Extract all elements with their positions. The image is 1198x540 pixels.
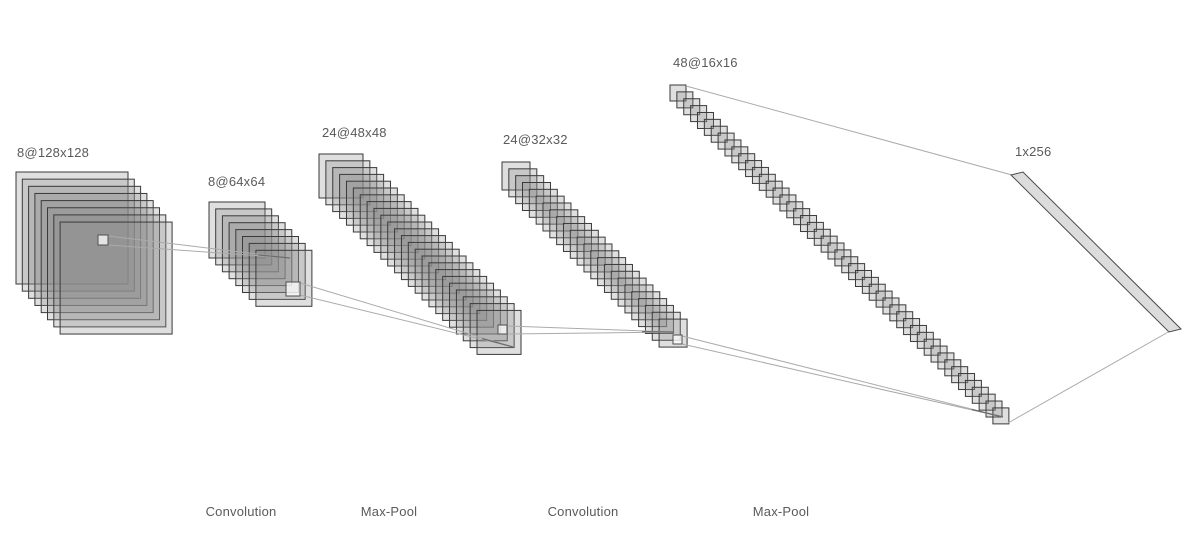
dense-connection-line — [1007, 330, 1171, 424]
feature-map — [690, 105, 708, 123]
feature-map — [793, 208, 811, 226]
feature-map — [841, 256, 859, 274]
feature-map — [47, 207, 160, 321]
feature-map — [751, 166, 769, 184]
projection-target-line — [481, 338, 514, 348]
feature-map — [703, 118, 721, 136]
conv-kernel-window — [497, 324, 508, 335]
layer-label-conv2: 24@32x32 — [503, 132, 568, 147]
feature-map — [717, 132, 735, 150]
feature-map — [738, 153, 756, 171]
feature-map — [772, 187, 790, 205]
feature-map — [951, 366, 969, 384]
feature-map — [800, 215, 818, 233]
feature-map — [765, 180, 783, 198]
feature-map — [813, 228, 831, 246]
feature-map — [916, 331, 934, 349]
feature-map — [903, 318, 921, 336]
feature-map — [896, 311, 914, 329]
feature-map — [978, 393, 996, 411]
feature-map — [255, 249, 313, 307]
projection-line — [107, 244, 291, 259]
feature-map — [731, 146, 749, 164]
projection-line — [681, 335, 1004, 418]
feature-map — [683, 98, 701, 116]
feature-map — [820, 235, 838, 253]
feature-map — [909, 324, 927, 342]
projection-line — [299, 282, 514, 348]
feature-map — [676, 91, 694, 109]
feature-map — [854, 269, 872, 287]
feature-map — [786, 201, 804, 219]
feature-map — [710, 125, 728, 143]
dense-layer-bar — [1010, 171, 1182, 333]
layer-label-pool2: 48@16x16 — [673, 55, 738, 70]
feature-map — [59, 221, 173, 335]
feature-map — [669, 84, 687, 102]
feature-map — [779, 194, 797, 212]
feature-map — [923, 338, 941, 356]
feature-map — [937, 352, 955, 370]
feature-map — [944, 359, 962, 377]
layer-label-input: 8@128x128 — [17, 145, 90, 160]
projection-line — [107, 235, 291, 259]
feature-map — [696, 111, 714, 129]
feature-map — [848, 263, 866, 281]
layer-label-conv1: 8@64x64 — [208, 174, 266, 189]
feature-map — [971, 386, 989, 404]
feature-map — [964, 379, 982, 397]
op-label-convolution-2: Convolution — [547, 504, 619, 519]
conv-kernel-window — [97, 234, 109, 246]
feature-map — [889, 304, 907, 322]
projection-line — [506, 325, 675, 333]
feature-map — [985, 400, 1003, 418]
op-label-maxpool-2: Max-Pool — [752, 504, 810, 519]
feature-map — [930, 345, 948, 363]
op-label-convolution-1: Convolution — [205, 504, 277, 519]
feature-map — [53, 214, 167, 328]
projection-line — [299, 294, 514, 348]
feature-map — [834, 249, 852, 267]
conv-kernel-window — [672, 334, 683, 345]
feature-map — [758, 173, 776, 191]
projection-line — [506, 331, 675, 335]
projection-target-line — [258, 254, 291, 259]
feature-map — [745, 160, 763, 178]
dense-connection-line — [685, 85, 1013, 176]
feature-map — [958, 373, 976, 391]
op-label-maxpool-1: Max-Pool — [360, 504, 418, 519]
feature-map — [868, 283, 886, 301]
layer-label-pool1: 24@48x48 — [322, 125, 387, 140]
feature-map — [827, 242, 845, 260]
feature-map — [806, 221, 824, 239]
feature-map — [882, 297, 900, 315]
feature-map — [724, 139, 742, 157]
feature-map — [875, 290, 893, 308]
projection-target-line — [971, 408, 1004, 418]
feature-map — [861, 276, 879, 294]
dense-layer-label: 1x256 — [1015, 144, 1052, 159]
projection-line — [681, 343, 1004, 418]
conv-kernel-window — [285, 281, 301, 297]
